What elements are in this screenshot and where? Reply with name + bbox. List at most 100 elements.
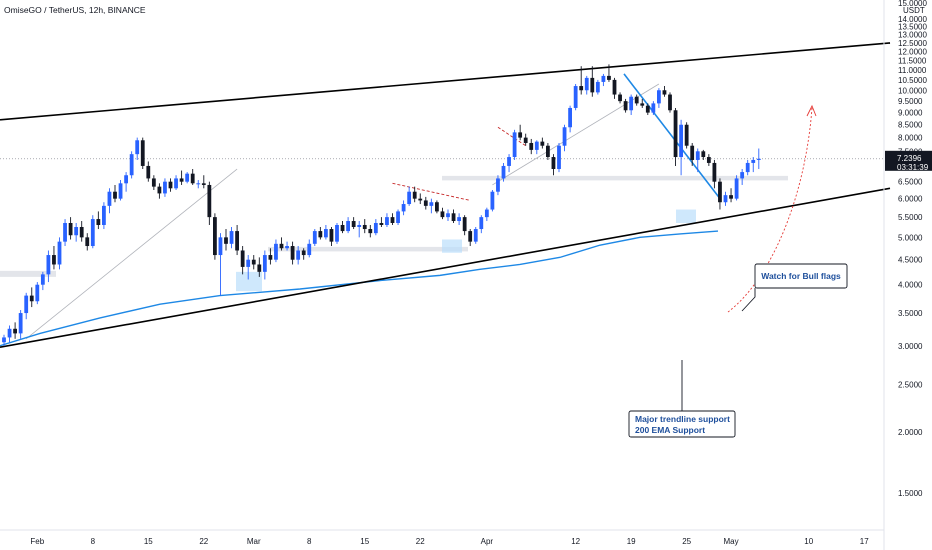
candle-body bbox=[612, 79, 617, 95]
price-tick-label: 14.0000 bbox=[898, 15, 927, 24]
candle-body bbox=[568, 107, 572, 128]
price-axis-top-label: 15.0000 bbox=[898, 0, 927, 8]
candle-body bbox=[473, 229, 478, 242]
candle-body bbox=[307, 243, 312, 256]
candle-body bbox=[740, 172, 745, 179]
time-tick-label: 8 bbox=[91, 537, 96, 546]
candle-body bbox=[373, 222, 378, 234]
callout-box bbox=[754, 263, 848, 289]
candle-body bbox=[712, 162, 717, 182]
candle-body bbox=[235, 231, 239, 251]
candle-body bbox=[523, 137, 528, 143]
candle-body bbox=[46, 255, 51, 275]
candle-body bbox=[351, 221, 356, 228]
channel-lower-line bbox=[0, 187, 891, 348]
price-tick-label: 2.0000 bbox=[898, 428, 923, 437]
candle-body bbox=[279, 243, 284, 249]
time-axis: Feb 8 15 22 Mar 8 15 22 Apr 12 19 25 May 10 17 bbox=[0, 529, 884, 546]
candle-body bbox=[268, 255, 273, 260]
price-tick-label: 12.5000 bbox=[898, 39, 927, 48]
price-tag bbox=[885, 150, 932, 171]
price-tag-countdown: 03:31:39 bbox=[897, 163, 929, 172]
candle-body bbox=[451, 213, 456, 222]
time-tick-label: 10 bbox=[804, 537, 813, 546]
candle-body bbox=[518, 132, 523, 138]
candle-body bbox=[290, 246, 295, 260]
candle-body bbox=[185, 173, 190, 182]
demand-highlight bbox=[442, 239, 462, 253]
time-tick-label: Feb bbox=[30, 537, 44, 546]
price-tick-label: 2.5000 bbox=[898, 380, 923, 389]
time-tick-label: 15 bbox=[144, 537, 153, 546]
candle-body bbox=[396, 211, 400, 223]
support-zone-mid bbox=[268, 246, 468, 252]
descending-trendline bbox=[623, 73, 721, 200]
candle-body bbox=[190, 173, 195, 184]
candle-body bbox=[385, 217, 389, 225]
candle-body bbox=[368, 229, 373, 234]
candle-body bbox=[640, 103, 645, 106]
price-tick-label: 11.0000 bbox=[898, 66, 927, 75]
candle-body bbox=[729, 195, 733, 199]
candle-body bbox=[262, 255, 267, 272]
candle-body bbox=[151, 178, 156, 187]
candle-body bbox=[52, 255, 56, 265]
candle-body bbox=[85, 237, 90, 247]
candle-body bbox=[107, 191, 112, 206]
time-tick-label: 8 bbox=[307, 537, 312, 546]
candle-body bbox=[362, 224, 367, 230]
candle-body bbox=[468, 231, 473, 242]
time-tick-label: 22 bbox=[199, 537, 208, 546]
candle-body bbox=[462, 217, 467, 232]
candle-body bbox=[479, 217, 484, 230]
candle-body bbox=[90, 219, 95, 247]
price-axis-unit: USDT bbox=[903, 6, 925, 15]
time-tick-label: Apr bbox=[481, 537, 494, 546]
candle-body bbox=[196, 183, 201, 185]
demand-highlight bbox=[236, 271, 262, 292]
candle-body bbox=[401, 204, 406, 212]
candle-body bbox=[113, 191, 117, 199]
candle-body bbox=[534, 141, 539, 150]
candle-body bbox=[645, 105, 650, 113]
candle-body bbox=[551, 157, 556, 170]
candle-body bbox=[29, 295, 34, 302]
candle-body bbox=[229, 231, 234, 244]
candle-body bbox=[124, 175, 128, 184]
candle-body bbox=[207, 184, 212, 218]
candle-body bbox=[74, 227, 79, 236]
channel-upper-line bbox=[0, 42, 891, 121]
candle-body bbox=[68, 222, 73, 236]
candle-body bbox=[157, 186, 162, 194]
candle-body bbox=[324, 229, 328, 238]
time-tick-label: May bbox=[723, 537, 738, 546]
candle-body bbox=[507, 157, 511, 166]
candle-body bbox=[756, 158, 761, 160]
support-zone-left bbox=[0, 270, 56, 277]
price-tick-label: 13.5000 bbox=[898, 23, 927, 32]
candle-body bbox=[679, 124, 683, 158]
candle-body bbox=[35, 284, 40, 302]
candle-body bbox=[484, 209, 489, 218]
price-tick-label: 9.5000 bbox=[898, 97, 923, 106]
candles-group bbox=[2, 64, 761, 346]
price-tick-label: 10.5000 bbox=[898, 76, 927, 85]
candle-body bbox=[435, 202, 439, 212]
price-tick-label: 8.0000 bbox=[898, 134, 923, 143]
candle-body bbox=[168, 181, 173, 189]
candle-body bbox=[379, 222, 384, 225]
time-tick-label: 17 bbox=[860, 537, 869, 546]
time-tick-label: 22 bbox=[416, 537, 425, 546]
candle-body bbox=[7, 328, 12, 338]
candle-body bbox=[318, 231, 323, 238]
candle-body bbox=[695, 151, 700, 160]
candle-body bbox=[274, 243, 278, 260]
candle-body bbox=[135, 140, 140, 155]
candle-body bbox=[407, 191, 412, 205]
candle-body bbox=[257, 264, 262, 272]
guide-line bbox=[25, 168, 238, 340]
candle-body bbox=[718, 181, 722, 203]
candle-body bbox=[662, 90, 667, 95]
candle-body bbox=[146, 165, 151, 179]
